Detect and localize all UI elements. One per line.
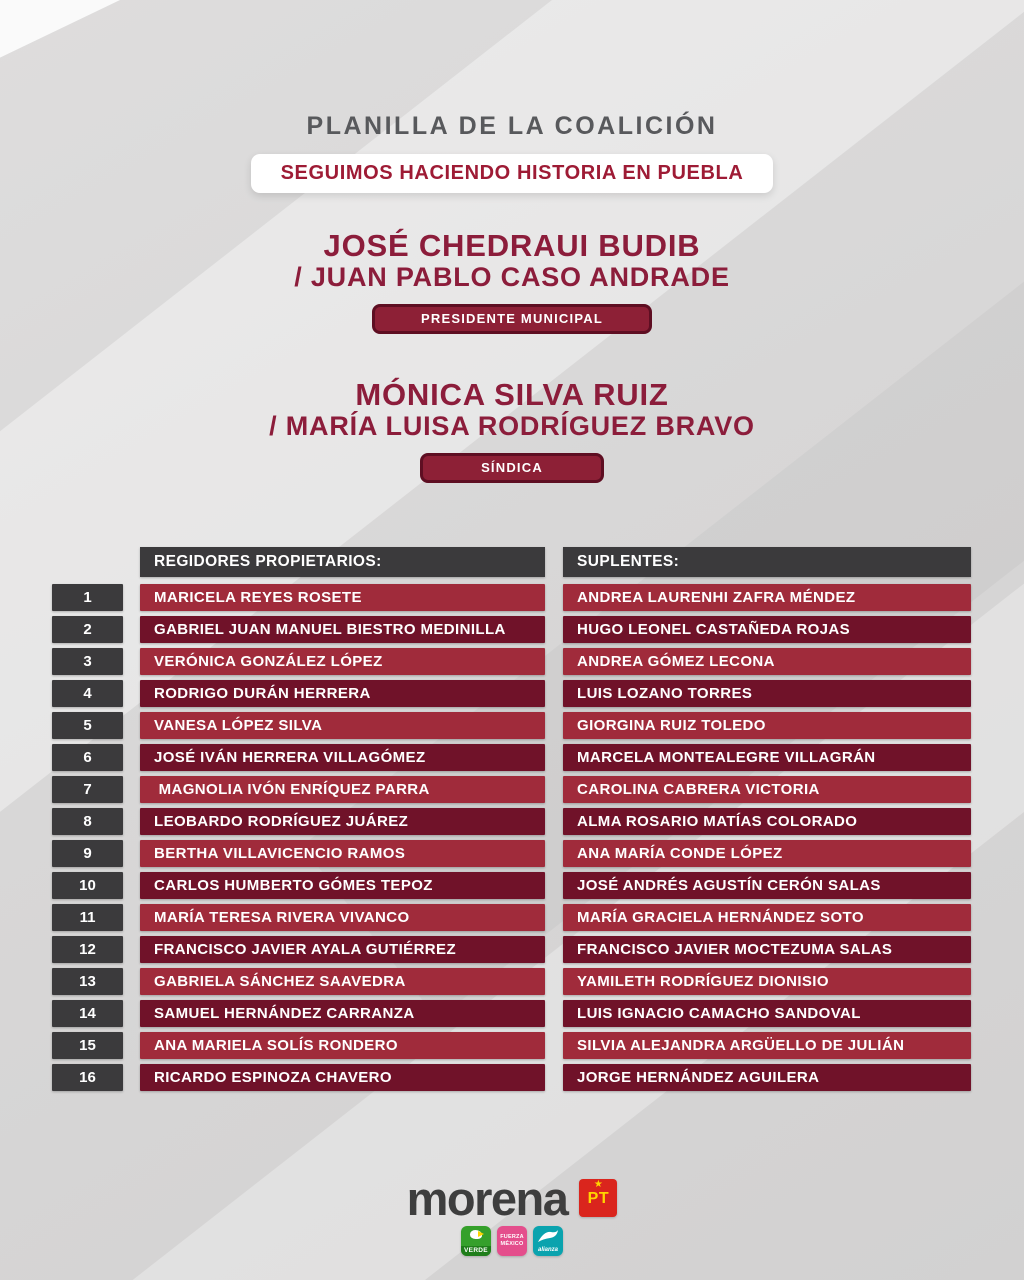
table-body: 1 MARICELA REYES ROSETE ANDREA LAURENHI … — [0, 583, 1024, 1091]
suplente-cell: GIORGINA RUIZ TOLEDO — [563, 711, 971, 739]
table-row: 12 FRANCISCO JAVIER AYALA GUTIÉRREZ FRAN… — [52, 935, 1024, 963]
table-row: 15 ANA MARIELA SOLÍS RONDERO SILVIA ALEJ… — [52, 1031, 1024, 1059]
row-number: 5 — [52, 711, 123, 739]
sindica-name: MÓNICA SILVA RUIZ — [355, 376, 669, 412]
suplente-cell: JOSÉ ANDRÉS AGUSTÍN CERÓN SALAS — [563, 871, 971, 899]
nueva-alianza-logo: alianza — [533, 1225, 563, 1256]
propietario-cell: CARLOS HUMBERTO GÓMES TEPOZ — [140, 871, 545, 899]
propietario-cell: RICARDO ESPINOZA CHAVERO — [140, 1063, 545, 1091]
suplente-cell: ANA MARÍA CONDE LÓPEZ — [563, 839, 971, 867]
suplente-cell: ANDREA LAURENHI ZAFRA MÉNDEZ — [563, 583, 971, 611]
sindica-role-badge: SÍNDICA — [420, 453, 604, 483]
pt-logo: ★ PT — [579, 1179, 618, 1218]
row-number: 14 — [52, 999, 123, 1027]
pt-star-icon: ★ — [593, 1179, 603, 1191]
suplente-cell: ALMA ROSARIO MATÍAS COLORADO — [563, 807, 971, 835]
fuerza-logo-text-line1: FUERZA — [500, 1234, 524, 1241]
morena-logo: morena — [406, 1171, 569, 1225]
presidente-alternate: / JUAN PABLO CASO ANDRADE — [294, 262, 730, 293]
row-number: 15 — [52, 1031, 123, 1059]
propietario-cell: VANESA LÓPEZ SILVA — [140, 711, 545, 739]
table-row: 8 LEOBARDO RODRÍGUEZ JUÁREZ ALMA ROSARIO… — [52, 807, 1024, 835]
row-number: 16 — [52, 1063, 123, 1091]
presidente-name: JOSÉ CHEDRAUI BUDIB — [323, 228, 701, 263]
row-number: 1 — [52, 583, 123, 611]
footer-mini-logos: VERDE FUERZA MÉXICO alianza — [0, 1225, 1024, 1256]
table-row: 14 SAMUEL HERNÁNDEZ CARRANZA LUIS IGNACI… — [52, 999, 1024, 1027]
regidores-table: REGIDORES PROPIETARIOS: SUPLENTES: 1 MAR… — [0, 546, 1024, 1091]
row-number: 13 — [52, 967, 123, 995]
row-number: 6 — [52, 743, 123, 771]
row-number: 10 — [52, 871, 123, 899]
row-number: 12 — [52, 935, 123, 963]
pt-logo-text: PT — [587, 1190, 610, 1208]
table-row: 1 MARICELA REYES ROSETE ANDREA LAURENHI … — [52, 583, 1024, 611]
table-row: 2 GABRIEL JUAN MANUEL BIESTRO MEDINILLA … — [52, 615, 1024, 643]
table-header-row: REGIDORES PROPIETARIOS: SUPLENTES: — [52, 546, 1024, 577]
suplente-cell: YAMILETH RODRÍGUEZ DIONISIO — [563, 967, 971, 995]
row-number: 9 — [52, 839, 123, 867]
sindica-block: MÓNICA SILVA RUIZ / MARÍA LUISA RODRÍGUE… — [0, 376, 1024, 483]
suplente-cell: FRANCISCO JAVIER MOCTEZUMA SALAS — [563, 935, 971, 963]
table-row: 11 MARÍA TERESA RIVERA VIVANCO MARÍA GRA… — [52, 903, 1024, 931]
propietario-cell: GABRIEL JUAN MANUEL BIESTRO MEDINILLA — [140, 615, 545, 643]
table-row: 7 MAGNOLIA IVÓN ENRÍQUEZ PARRA CAROLINA … — [52, 775, 1024, 803]
row-number: 8 — [52, 807, 123, 835]
table-row: 4 RODRIGO DURÁN HERRERA LUIS LOZANO TORR… — [52, 679, 1024, 707]
corner-accent — [0, 0, 120, 58]
propietario-cell: MAGNOLIA IVÓN ENRÍQUEZ PARRA — [140, 775, 545, 803]
propietario-cell: ANA MARIELA SOLÍS RONDERO — [140, 1031, 545, 1059]
verde-logo: VERDE — [461, 1225, 491, 1256]
coalition-slogan-badge: SEGUIMOS HACIENDO HISTORIA EN PUEBLA — [250, 154, 774, 193]
table-row: 5 VANESA LÓPEZ SILVA GIORGINA RUIZ TOLED… — [52, 711, 1024, 739]
propietario-cell: LEOBARDO RODRÍGUEZ JUÁREZ — [140, 807, 545, 835]
row-number: 4 — [52, 679, 123, 707]
suplente-cell: HUGO LEONEL CASTAÑEDA ROJAS — [563, 615, 971, 643]
propietario-cell: MARÍA TERESA RIVERA VIVANCO — [140, 903, 545, 931]
suplente-cell: JORGE HERNÁNDEZ AGUILERA — [563, 1063, 971, 1091]
row-number: 2 — [52, 615, 123, 643]
suplente-cell: CAROLINA CABRERA VICTORIA — [563, 775, 971, 803]
verde-logo-text: VERDE — [461, 1245, 491, 1256]
suplente-cell: LUIS LOZANO TORRES — [563, 679, 971, 707]
propietario-cell: VERÓNICA GONZÁLEZ LÓPEZ — [140, 647, 545, 675]
propietario-cell: BERTHA VILLAVICENCIO RAMOS — [140, 839, 545, 867]
table-row: 3 VERÓNICA GONZÁLEZ LÓPEZ ANDREA GÓMEZ L… — [52, 647, 1024, 675]
fuerza-logo-text-line2: MÉXICO — [500, 1240, 524, 1247]
suplente-cell: LUIS IGNACIO CAMACHO SANDOVAL — [563, 999, 971, 1027]
row-number: 7 — [52, 775, 123, 803]
presidente-block: JOSÉ CHEDRAUI BUDIB / JUAN PABLO CASO AN… — [0, 229, 1024, 334]
sindica-alternate: / MARÍA LUISA RODRÍGUEZ BRAVO — [269, 411, 755, 442]
alianza-swoosh-icon — [538, 1229, 558, 1242]
footer-brand-row: morena ★ PT — [0, 1175, 1024, 1222]
table-row: 16 RICARDO ESPINOZA CHAVERO JORGE HERNÁN… — [52, 1063, 1024, 1091]
table-row: 6 JOSÉ IVÁN HERRERA VILLAGÓMEZ MARCELA M… — [52, 743, 1024, 771]
propietarios-header: REGIDORES PROPIETARIOS: — [140, 546, 545, 577]
table-row: 13 GABRIELA SÁNCHEZ SAAVEDRA YAMILETH RO… — [52, 967, 1024, 995]
suplente-cell: MARÍA GRACIELA HERNÁNDEZ SOTO — [563, 903, 971, 931]
suplente-cell: SILVIA ALEJANDRA ARGÜELLO DE JULIÁN — [563, 1031, 971, 1059]
propietario-cell: RODRIGO DURÁN HERRERA — [140, 679, 545, 707]
propietario-cell: SAMUEL HERNÁNDEZ CARRANZA — [140, 999, 545, 1027]
page-title: PLANILLA DE LA COALICIÓN — [306, 112, 718, 140]
propietario-cell: GABRIELA SÁNCHEZ SAAVEDRA — [140, 967, 545, 995]
suplente-cell: ANDREA GÓMEZ LECONA — [563, 647, 971, 675]
presidente-role-badge: PRESIDENTE MUNICIPAL — [372, 304, 652, 334]
row-number: 11 — [52, 903, 123, 931]
table-row: 10 CARLOS HUMBERTO GÓMES TEPOZ JOSÉ ANDR… — [52, 871, 1024, 899]
suplente-cell: MARCELA MONTEALEGRE VILLAGRÁN — [563, 743, 971, 771]
fuerza-mexico-logo: FUERZA MÉXICO — [497, 1225, 527, 1256]
propietario-cell: MARICELA REYES ROSETE — [140, 583, 545, 611]
propietario-cell: JOSÉ IVÁN HERRERA VILLAGÓMEZ — [140, 743, 545, 771]
table-row: 9 BERTHA VILLAVICENCIO RAMOS ANA MARÍA C… — [52, 839, 1024, 867]
alianza-logo-text: alianza — [537, 1246, 558, 1253]
row-number: 3 — [52, 647, 123, 675]
header-spacer — [52, 547, 140, 577]
propietario-cell: FRANCISCO JAVIER AYALA GUTIÉRREZ — [140, 935, 545, 963]
toucan-icon — [470, 1229, 482, 1239]
suplentes-header: SUPLENTES: — [563, 546, 971, 577]
toucan-beak-icon — [478, 1230, 484, 1237]
